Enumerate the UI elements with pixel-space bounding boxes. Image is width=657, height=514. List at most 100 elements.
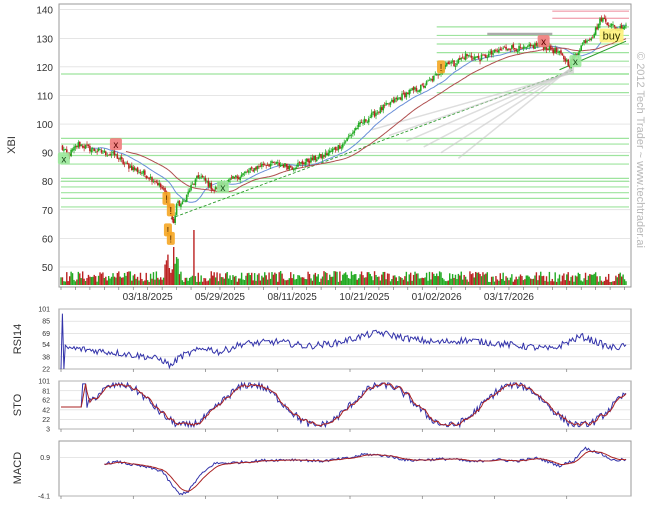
price-y-tick-label: 50 <box>42 263 54 274</box>
candle-body <box>327 152 330 156</box>
candle-body <box>326 153 328 156</box>
volume-bar <box>499 273 501 285</box>
volume-bar <box>251 272 253 285</box>
volume-bar <box>422 278 425 285</box>
candle-body <box>314 155 317 161</box>
volume-bar <box>184 277 186 285</box>
candle-body <box>142 170 145 174</box>
volume-bar <box>337 281 340 285</box>
volume-bar <box>133 274 136 285</box>
candle-body <box>282 164 285 168</box>
candle-body <box>499 48 502 51</box>
candle-body <box>109 153 111 155</box>
candle-body <box>287 165 289 170</box>
volume-bar <box>359 274 361 285</box>
moving-averages <box>89 24 627 203</box>
candle-body <box>148 177 150 180</box>
volume-bar <box>558 274 561 285</box>
volume-bar <box>125 275 127 285</box>
volume-bar <box>295 278 298 285</box>
volume-bar <box>105 276 107 285</box>
volume-bar <box>227 278 230 285</box>
volume-bar <box>485 273 487 285</box>
volume-bar <box>623 279 626 285</box>
volume-bar <box>288 278 291 285</box>
candle-body <box>263 164 266 166</box>
candle-body <box>315 159 318 161</box>
volume-bar <box>194 276 197 285</box>
candle-body <box>434 74 437 76</box>
volume-bar <box>584 272 587 285</box>
volume-bar <box>420 278 422 285</box>
candle-body <box>233 176 236 178</box>
volume-bar <box>613 281 616 285</box>
volume-bar <box>418 278 421 285</box>
candle-body <box>271 161 273 164</box>
candle-body <box>349 135 351 137</box>
candle-body <box>437 74 439 76</box>
candle-body <box>155 181 158 183</box>
volume-bar <box>316 276 318 285</box>
volume-bar <box>581 281 584 285</box>
volume-bar <box>544 280 546 285</box>
volume-bar <box>181 280 184 285</box>
candle-body <box>370 112 373 118</box>
volume-bar <box>193 230 195 285</box>
candle-body <box>542 46 545 50</box>
sto-y-label: STO <box>12 393 24 416</box>
candle-body <box>334 147 337 150</box>
candle-body <box>203 177 205 179</box>
fan-line <box>440 66 575 154</box>
volume-bar <box>160 277 162 285</box>
volume-bar <box>409 272 412 285</box>
candle-body <box>604 18 607 22</box>
volume-bar <box>388 273 390 285</box>
volume-bar <box>488 281 490 285</box>
volume-bar <box>76 279 78 285</box>
candle-body <box>74 145 77 148</box>
volume-bar <box>404 276 406 285</box>
candle-body <box>482 54 484 56</box>
volume-bar <box>80 278 82 285</box>
volume-bar <box>233 276 236 285</box>
sell-marker-label: x <box>113 140 118 151</box>
volume-bar <box>61 277 64 285</box>
candle-body <box>594 27 597 35</box>
volume-bar <box>527 275 529 285</box>
volume-bar <box>255 280 257 285</box>
candle-body <box>86 144 88 146</box>
candle-body <box>133 167 136 170</box>
candle-body <box>151 177 153 182</box>
volume-bar <box>519 274 522 285</box>
volume-bar <box>99 272 101 285</box>
candle-body <box>593 33 596 38</box>
candle-body <box>298 162 301 164</box>
buy-marker-box <box>569 55 582 68</box>
volume-bar <box>421 277 423 285</box>
volume-bar <box>525 275 527 285</box>
rsi-y-ticks: 101 85 69 54 38 22 <box>38 307 50 374</box>
date-x-ticks: 03/18/2025 05/29/2025 08/11/2025 10/21/2025… <box>60 287 625 303</box>
volume-bar <box>346 274 348 285</box>
candle-body <box>304 161 307 165</box>
volume-bar <box>191 275 194 285</box>
candle-body <box>146 177 149 179</box>
candle-body <box>502 47 504 49</box>
candle-body <box>578 50 581 53</box>
volume-bar <box>269 278 272 285</box>
candle-body <box>360 122 363 124</box>
volume-bar <box>560 281 562 285</box>
candle-body <box>548 45 551 51</box>
volume-bar <box>222 277 224 285</box>
candle-body <box>417 90 419 92</box>
volume-bar <box>480 276 483 285</box>
sto-y-ticks: 101 81 62 42 22 3 <box>38 379 50 434</box>
rsi-y-tick-label: 22 <box>42 367 50 374</box>
candle-body <box>395 97 398 99</box>
volume-bar <box>467 281 470 285</box>
candle-body <box>353 130 356 133</box>
candle-body <box>123 163 126 165</box>
buy-marker-label: x <box>220 183 225 194</box>
candle-body <box>580 45 583 51</box>
candle-body <box>336 149 338 151</box>
